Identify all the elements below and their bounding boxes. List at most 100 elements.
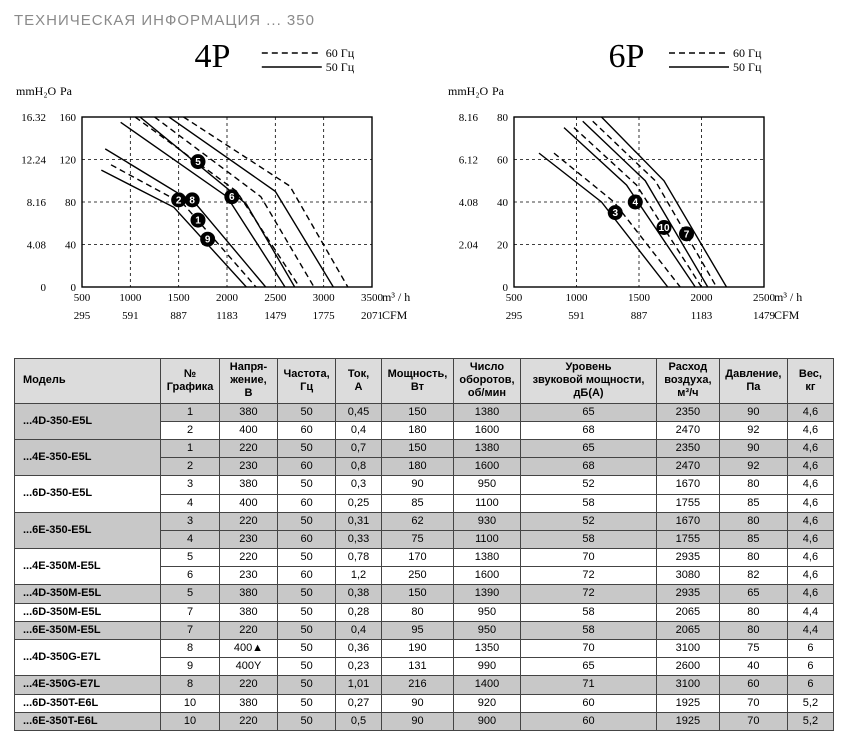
svg-text:6: 6 [229,192,235,203]
svg-text:2000: 2000 [216,292,239,304]
table-cell: 220 [219,621,278,639]
svg-text:3: 3 [612,208,618,219]
table-cell: 7 [161,621,219,639]
svg-text:3000: 3000 [313,292,336,304]
table-cell: 68 [521,458,657,476]
svg-text:CFM: CFM [774,308,800,322]
table-cell: 7 [161,603,219,621]
table-cell: 60 [521,712,657,730]
svg-text:40: 40 [65,240,77,252]
svg-text:887: 887 [170,310,187,322]
table-cell: 50 [278,640,336,658]
table-cell: 4 [161,530,219,548]
table-cell: 75 [382,530,454,548]
svg-text:50 Гц: 50 Гц [326,60,355,74]
table-cell: 50 [278,585,336,603]
table-cell: 50 [278,603,336,621]
table-cell: 220 [219,512,278,530]
table-cell: 2470 [657,458,720,476]
table-cell: 58 [521,530,657,548]
table-header: Модель [15,359,161,404]
table-cell: 190 [382,640,454,658]
table-cell: 5 [161,585,219,603]
table-cell: 6 [787,676,833,694]
table-cell: 80 [719,549,787,567]
svg-text:5: 5 [195,157,201,168]
table-cell: 170 [382,549,454,567]
table-cell: 58 [521,621,657,639]
table-cell: 40 [719,658,787,676]
table-row: ...4D-350M-E5L5380500,381501390722935654… [15,585,834,603]
svg-text:mmH₂O: mmH₂O [448,84,489,98]
table-cell: 0,4 [336,621,382,639]
table-cell: 220 [219,676,278,694]
table-row: ...4E-350M-E5L5220500,781701380702935804… [15,549,834,567]
model-cell: ...6D-350T-E6L [15,694,161,712]
svg-text:160: 160 [60,112,77,124]
table-cell: 60 [719,676,787,694]
table-cell: 50 [278,676,336,694]
svg-text:1479: 1479 [753,310,776,322]
table-cell: 4,6 [787,530,833,548]
table-cell: 0,4 [336,421,382,439]
page-title: ТЕХНИЧЕСКАЯ ИНФОРМАЦИЯ ... 350 [14,12,834,29]
table-cell: 2350 [657,439,720,457]
table-cell: 180 [382,458,454,476]
table-cell: 2935 [657,585,720,603]
table-cell: 230 [219,458,278,476]
table-cell: 230 [219,567,278,585]
svg-text:4.08: 4.08 [27,240,47,252]
table-cell: 82 [719,567,787,585]
table-cell: 250 [382,567,454,585]
table-header: Мощность,Вт [382,359,454,404]
svg-text:6P: 6P [609,39,645,75]
table-cell: 4,4 [787,621,833,639]
table-cell: 1380 [453,403,520,421]
table-cell: 131 [382,658,454,676]
table-cell: 60 [278,567,336,585]
table-cell: 180 [382,421,454,439]
table-cell: 1600 [453,458,520,476]
table-cell: 92 [719,458,787,476]
table-cell: 0,38 [336,585,382,603]
svg-text:60 Гц: 60 Гц [326,46,355,60]
table-cell: 400Y [219,658,278,676]
table-cell: 1350 [453,640,520,658]
table-cell: 90 [719,403,787,421]
model-cell: ...4E-350-E5L [15,439,161,475]
table-cell: 950 [453,603,520,621]
svg-text:4: 4 [632,198,638,209]
svg-text:1000: 1000 [566,292,589,304]
svg-text:2500: 2500 [753,292,776,304]
table-cell: 95 [382,621,454,639]
table-cell: 2065 [657,603,720,621]
svg-text:60: 60 [497,155,509,167]
table-cell: 6 [787,658,833,676]
table-cell: 1925 [657,694,720,712]
table-cell: 3100 [657,640,720,658]
table-cell: 5,2 [787,694,833,712]
model-cell: ...6E-350T-E6L [15,712,161,730]
table-cell: 0,28 [336,603,382,621]
table-cell: 0,5 [336,712,382,730]
table-cell: 58 [521,603,657,621]
table-cell: 1 [161,403,219,421]
svg-text:4P: 4P [195,39,231,75]
table-cell: 72 [521,585,657,603]
table-cell: 950 [453,621,520,639]
svg-text:CFM: CFM [382,308,408,322]
table-header: №Графика [161,359,219,404]
svg-text:80: 80 [65,197,77,209]
table-cell: 68 [521,421,657,439]
table-cell: 70 [719,712,787,730]
table-cell: 90 [382,694,454,712]
table-cell: 900 [453,712,520,730]
table-cell: 50 [278,658,336,676]
table-cell: 3080 [657,567,720,585]
table-row: ...6E-350-E5L3220500,3162930521670804,6 [15,512,834,530]
table-header: Числооборотов,об/мин [453,359,520,404]
table-cell: 50 [278,694,336,712]
table-cell: 62 [382,512,454,530]
svg-text:20: 20 [497,240,509,252]
table-row: ...6D-350T-E6L10380500,2790920601925705,… [15,694,834,712]
